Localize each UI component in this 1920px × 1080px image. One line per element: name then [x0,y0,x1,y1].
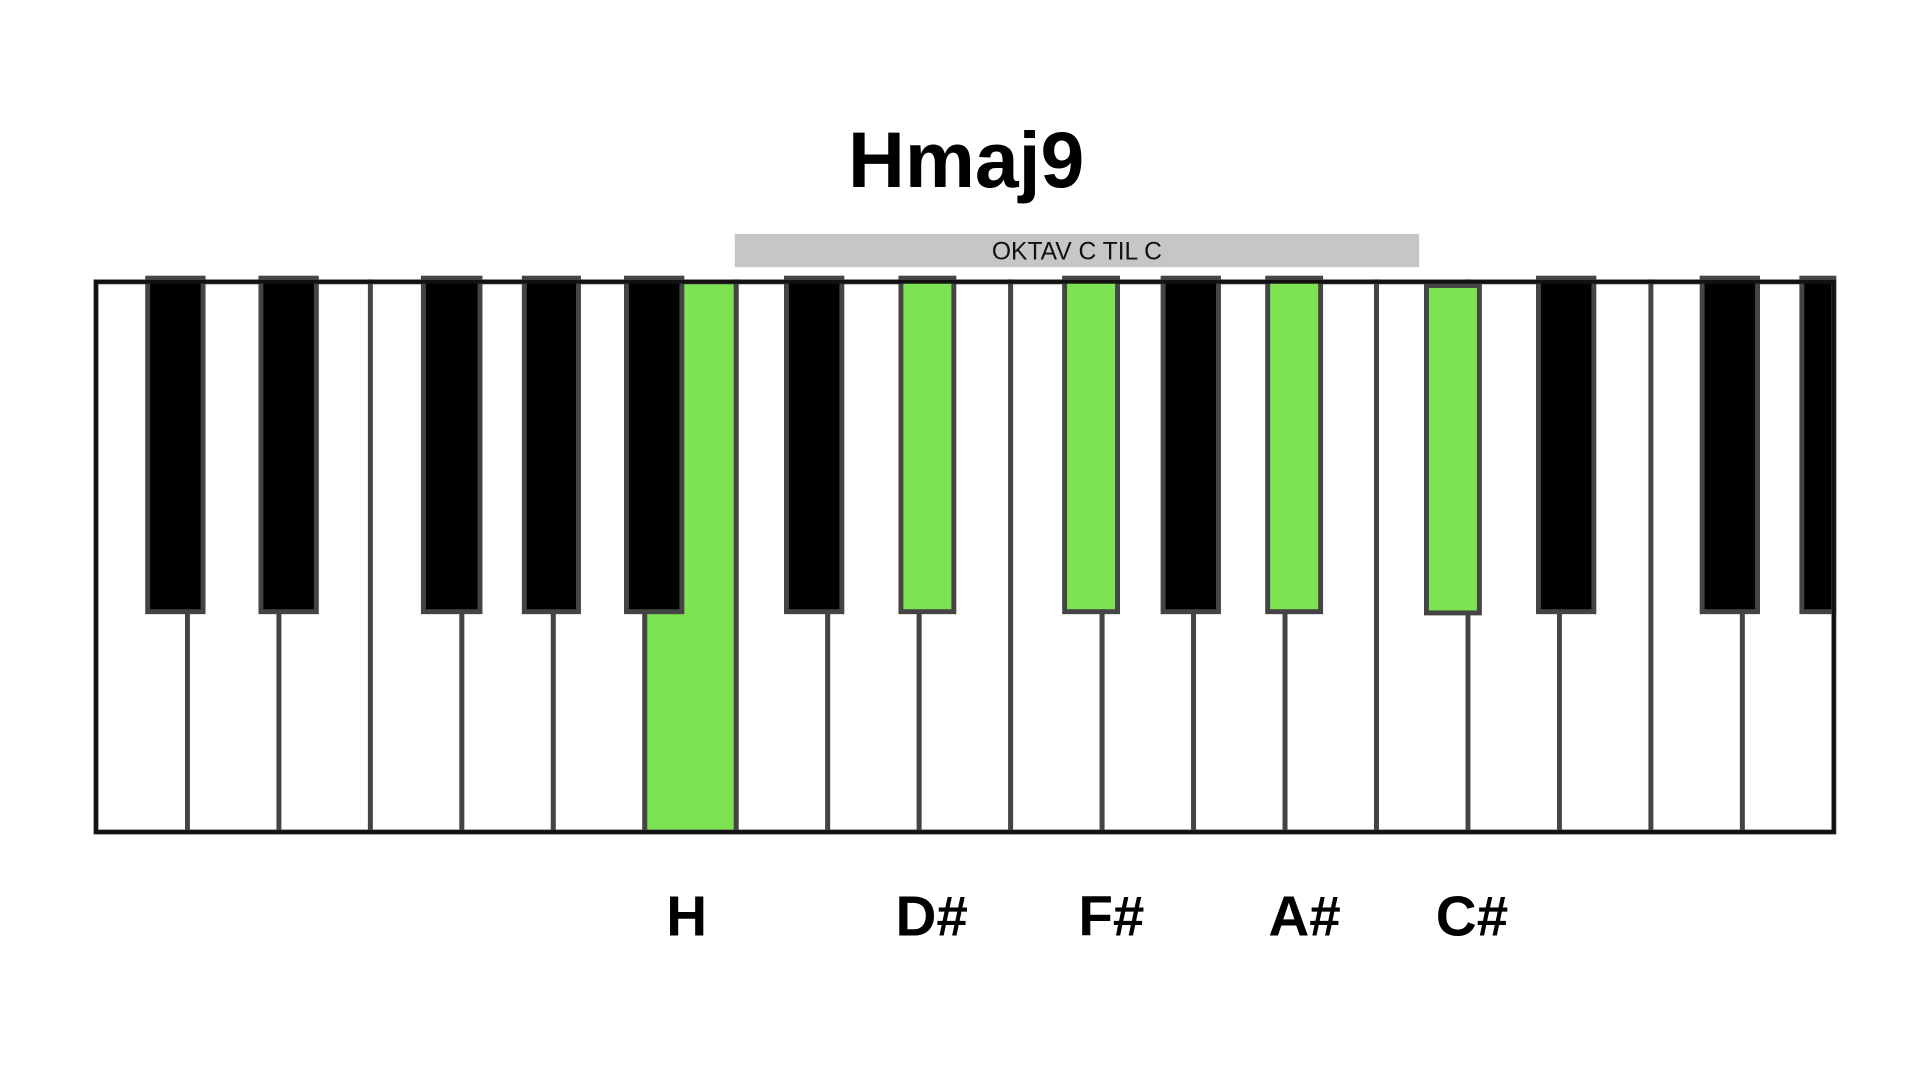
note-label: H [666,884,707,947]
black-key [624,275,685,615]
black-key-highlighted [1424,283,1482,616]
keyboard [93,275,1837,835]
black-key-highlighted [1062,275,1120,615]
note-label: D# [896,884,968,947]
black-key [1160,275,1221,615]
black-key [1536,275,1597,615]
black-key [1699,275,1761,615]
octave-band [734,233,1420,268]
note-label: C# [1436,884,1508,947]
black-key [145,275,206,615]
black-key [420,275,483,615]
black-key [784,275,845,615]
note-label: F# [1078,884,1144,947]
keyboard-border [94,279,1836,834]
octave-label: OKTAV C TIL C [992,239,1162,266]
black-key [258,275,319,615]
black-key-highlighted [898,275,957,615]
chord-title: Hmaj9 [848,116,1084,204]
black-key [1799,275,1837,615]
black-key [521,275,581,615]
note-label: A# [1268,884,1340,947]
black-key-highlighted [1265,275,1324,615]
